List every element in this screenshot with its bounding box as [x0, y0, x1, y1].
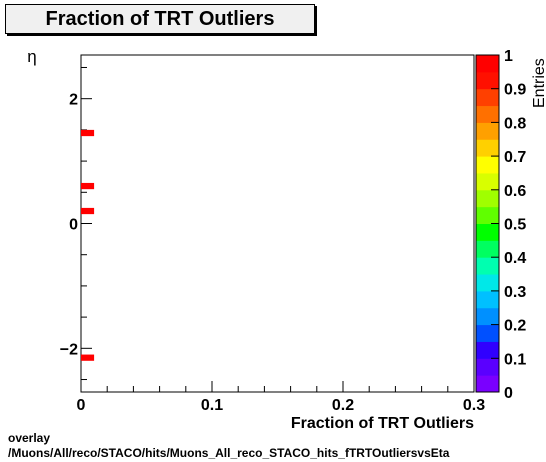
- footer-path-label: /Muons/All/reco/STACO/hits/Muons_All_rec…: [8, 446, 450, 460]
- palette-swatch: [476, 189, 499, 208]
- palette-swatch: [476, 274, 499, 292]
- palette-swatch: [476, 240, 499, 258]
- z-tick-label: 0.5: [504, 217, 526, 234]
- palette-swatch: [476, 290, 499, 309]
- x-tick-label: 0: [77, 397, 86, 414]
- x-tick-label: 0.3: [463, 397, 485, 414]
- palette-swatch: [476, 257, 499, 275]
- palette-swatch: [476, 307, 499, 326]
- z-tick-label: 0.9: [504, 82, 526, 99]
- palette-swatch: [476, 71, 499, 90]
- x-tick-label: 0.1: [201, 397, 223, 414]
- z-tick-label: 0.6: [504, 183, 526, 200]
- y-tick-label: 2: [69, 92, 78, 109]
- z-tick-label: 0.1: [504, 351, 526, 368]
- palette-swatch: [476, 358, 499, 376]
- z-axis-title: Entries: [531, 58, 546, 108]
- palette-swatch: [476, 122, 499, 140]
- z-tick-label: 0.8: [504, 115, 526, 132]
- palette-swatch: [476, 139, 499, 157]
- palette-swatch: [476, 341, 499, 359]
- palette-swatch: [476, 156, 499, 174]
- y-tick-label: 0: [69, 217, 78, 234]
- palette-swatch: [476, 206, 499, 224]
- palette-swatch: [476, 375, 499, 393]
- z-tick-label: 1: [504, 48, 513, 65]
- palette-swatch: [476, 172, 499, 191]
- z-tick-label: 0.3: [504, 284, 526, 301]
- chart-title: Fraction of TRT Outliers: [5, 4, 315, 34]
- plot-frame: [80, 54, 475, 393]
- heatmap-cell: [81, 354, 95, 361]
- x-axis-title: Fraction of TRT Outliers: [291, 415, 474, 432]
- palette-swatch: [476, 55, 499, 73]
- z-tick-label: 0.7: [504, 149, 526, 166]
- palette-swatch: [476, 324, 499, 342]
- z-tick-label: 0.4: [504, 250, 526, 267]
- palette-swatch: [476, 88, 499, 107]
- z-tick-label: 0: [504, 385, 513, 402]
- x-tick-label: 0.2: [332, 397, 354, 414]
- palette-swatch: [476, 105, 499, 123]
- heatmap-cell: [81, 129, 95, 137]
- palette-swatch: [476, 223, 499, 241]
- heatmap-cell: [81, 182, 95, 190]
- z-tick-label: 0.2: [504, 318, 526, 335]
- y-tick-label: −2: [60, 341, 78, 358]
- footer-overlay-label: overlay: [8, 431, 51, 445]
- heatmap-cell: [81, 207, 95, 215]
- y-axis-title: η: [27, 47, 36, 66]
